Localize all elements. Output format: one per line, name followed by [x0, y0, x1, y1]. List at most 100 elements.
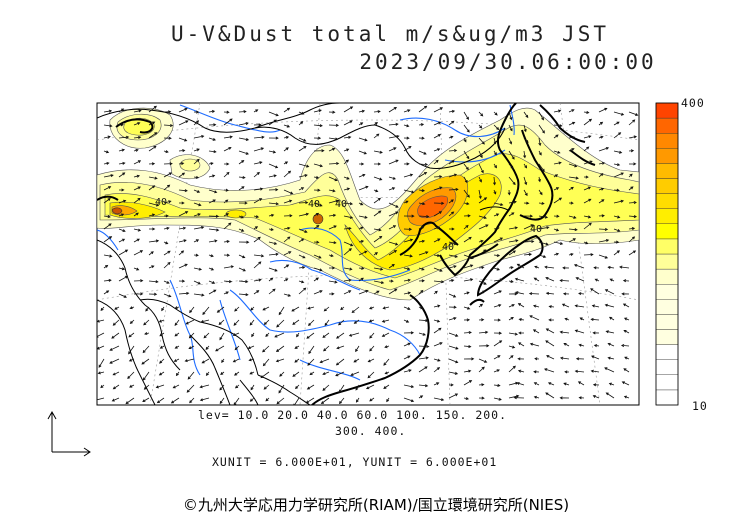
wind-arrow	[607, 265, 615, 270]
wind-arrow	[628, 227, 636, 231]
wind-arrow	[403, 291, 412, 295]
wind-arrow	[320, 397, 330, 404]
wind-arrow	[517, 342, 525, 347]
wind-arrow	[159, 345, 165, 349]
wind-arrow	[178, 239, 187, 243]
wind-arrow	[238, 267, 246, 272]
wind-arrow	[493, 290, 502, 295]
wind-arrow	[433, 211, 443, 217]
wind-arrow	[418, 267, 425, 271]
wind-arrow	[276, 397, 285, 405]
wind-arrow	[328, 137, 339, 141]
wind-arrow	[298, 137, 307, 142]
wind-arrow	[323, 345, 330, 352]
wind-arrow	[478, 330, 489, 334]
wind-arrow	[193, 134, 205, 139]
wind-arrow	[403, 145, 412, 152]
wind-arrow	[564, 317, 570, 321]
wind-arrow	[538, 189, 543, 196]
wind-arrow	[313, 290, 323, 295]
wind-arrow	[478, 303, 484, 308]
wind-arrow	[148, 213, 156, 217]
wind-arrow	[478, 383, 485, 387]
wind-arrow	[546, 355, 555, 360]
wind-arrow	[109, 345, 120, 351]
wind-arrow	[493, 340, 503, 347]
wind-arrow	[118, 238, 126, 243]
wind-arrow	[493, 331, 503, 335]
wind-arrow	[103, 264, 109, 269]
wind-arrow	[253, 236, 261, 243]
wind-arrow	[298, 145, 307, 152]
wind-arrow	[574, 329, 585, 334]
coastlines	[97, 103, 596, 405]
wind-arrow	[328, 199, 339, 204]
wind-arrow	[208, 137, 216, 141]
wind-arrow	[613, 163, 621, 167]
wind-arrow	[493, 397, 502, 401]
wind-arrow	[292, 371, 300, 377]
wind-arrow	[373, 228, 382, 232]
wind-arrow	[283, 236, 291, 243]
wind-arrow	[223, 279, 233, 284]
wind-arrow	[238, 293, 249, 297]
wind-arrow	[253, 278, 262, 282]
wind-arrow	[253, 171, 260, 178]
wind-arrow	[298, 266, 306, 270]
wind-arrow	[178, 120, 189, 126]
wind-arrow	[329, 266, 336, 270]
wind-arrow	[298, 287, 307, 295]
wind-arrow	[403, 173, 414, 178]
wind-arrow	[343, 241, 354, 247]
wind-arrow	[343, 248, 352, 256]
wind-arrow	[529, 315, 540, 321]
wind-arrow	[381, 319, 390, 323]
wind-arrow	[613, 150, 623, 154]
wind-arrow	[553, 252, 560, 256]
wind-arrow	[133, 186, 141, 191]
wind-arrow	[103, 161, 110, 165]
wind-arrow	[163, 214, 169, 218]
wind-arrow	[188, 345, 195, 349]
wind-arrow	[283, 147, 289, 152]
wind-arrow	[223, 199, 229, 204]
wind-arrow	[133, 292, 144, 296]
wind-arrow	[163, 150, 169, 154]
wind-arrow	[478, 215, 487, 219]
wind-arrow	[298, 163, 310, 168]
wind-arrow	[178, 107, 188, 113]
scale-bar-step	[655, 178, 679, 194]
wind-arrow	[593, 266, 600, 270]
wind-arrow	[619, 265, 630, 269]
wind-arrow	[621, 292, 630, 296]
wind-arrow	[268, 150, 277, 154]
wind-arrow	[367, 358, 375, 363]
wind-arrow	[322, 332, 330, 338]
wind-arrow	[223, 213, 230, 217]
wind-arrow	[178, 250, 185, 256]
wind-arrow	[463, 264, 474, 269]
contour-label: 40	[155, 197, 167, 208]
wind-arrow	[386, 397, 390, 403]
wind-arrow	[508, 150, 515, 160]
wind-arrow	[248, 358, 255, 362]
wind-arrow	[343, 159, 350, 165]
wind-arrow	[221, 358, 225, 363]
wind-arrow	[338, 397, 345, 405]
wind-arrow	[418, 214, 430, 219]
wind-arrow	[583, 241, 589, 245]
wind-arrow	[493, 253, 501, 257]
wind-arrow	[538, 226, 550, 230]
wind-arrow	[628, 162, 637, 166]
wind-arrow	[268, 202, 280, 206]
wind-arrow	[358, 239, 365, 243]
wind-arrow	[163, 261, 171, 269]
wind-arrow	[328, 110, 336, 114]
wind-arrow	[628, 135, 638, 139]
wind-arrow	[291, 306, 300, 312]
wind-arrow	[448, 345, 459, 350]
wind-arrow	[418, 366, 428, 373]
wind-arrow	[508, 176, 516, 186]
wind-arrow	[367, 371, 375, 379]
wind-arrow	[403, 369, 412, 373]
